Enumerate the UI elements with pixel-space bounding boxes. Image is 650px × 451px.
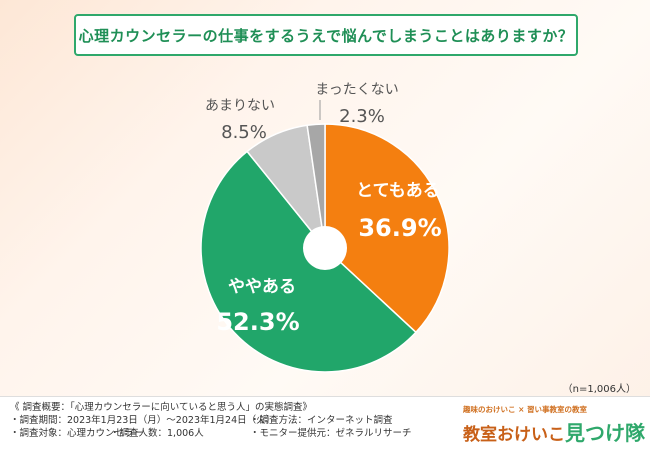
slice-label-1: とてもある xyxy=(356,181,440,201)
slice-value-3: 8.5% xyxy=(221,122,267,143)
pie-center-hole xyxy=(303,226,347,270)
survey-overview: 《 調査概要：「心理カウンセラーに向いていると思う人」の実態調査》 ・調査期間：… xyxy=(10,401,412,440)
sample-size: （n=1,006人） xyxy=(562,384,636,395)
logo-main-text: 教室おけいこ xyxy=(463,425,565,445)
slice-value-2: 52.3% xyxy=(216,308,299,336)
slice-label-3: あまりない xyxy=(205,98,275,114)
chart-title: 心理カウンセラーの仕事をするうえで悩んでしまうことはありますか？ xyxy=(74,14,578,56)
survey-target: ・調査対象：心理カウンセラー xyxy=(10,428,144,439)
brand-logo: 趣味のおけいこ × 習い事教室の教室 教室おけいこ見つけ隊 xyxy=(463,404,645,446)
footer: 《 調査概要：「心理カウンセラーに向いていると思う人」の実態調査》 ・調査期間：… xyxy=(0,396,650,451)
survey-count: ・調査人数：1,006人 xyxy=(110,428,204,439)
survey-method: ・調査方法：インターネット調査 xyxy=(250,415,393,426)
slice-value-1: 36.9% xyxy=(358,214,441,242)
slice-label-2: ややある xyxy=(228,277,296,297)
survey-period: ・調査期間：2023年1月23日（月）～2023年1月24日（火） xyxy=(10,415,276,426)
survey-monitor: ・モニター提供元：ゼネラルリサーチ xyxy=(250,428,412,439)
slice-value-4: 2.3% xyxy=(339,106,385,127)
pie-slice-4 xyxy=(306,123,326,249)
logo-tagline: 趣味のおけいこ × 習い事教室の教室 xyxy=(463,405,588,414)
slice-label-4: まったくない xyxy=(315,82,398,98)
logo-accent-text: 見つけ隊 xyxy=(565,421,645,445)
pie-slice-1 xyxy=(324,123,450,334)
survey-heading: 《 調査概要：「心理カウンセラーに向いていると思う人」の実態調査》 xyxy=(10,402,312,413)
